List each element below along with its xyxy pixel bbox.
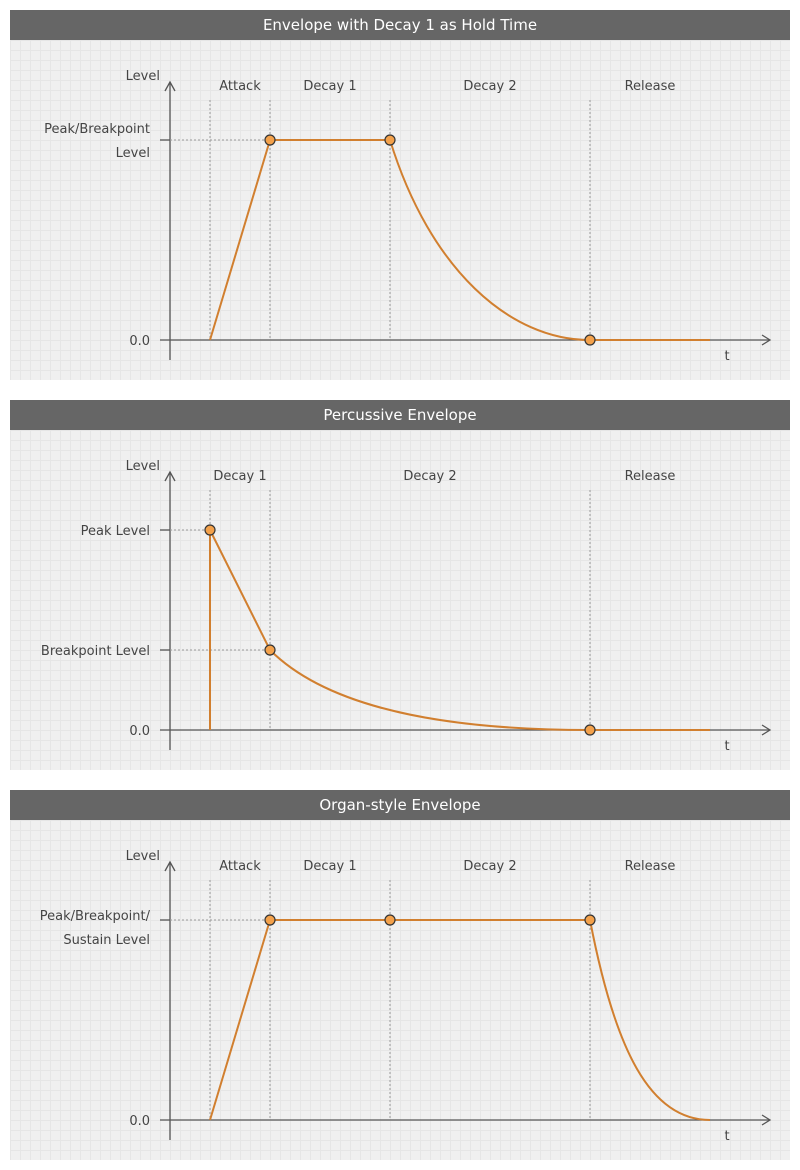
envelope-panel-hold: Envelope with Decay 1 as Hold Time Level…: [10, 10, 790, 380]
stage-label: Decay 1: [213, 469, 266, 484]
y-level-label: Peak/Breakpoint: [44, 122, 150, 137]
envelope-diagram: Level t Peak Level Breakpoint Level 0.0 …: [41, 459, 772, 754]
panel-title: Percussive Envelope: [10, 400, 790, 430]
stage-label: Release: [625, 859, 676, 874]
y-level-label: Level: [116, 146, 150, 161]
y-level-label: Peak/Breakpoint/: [40, 909, 151, 924]
x-axis-arrow: [761, 1114, 772, 1126]
stage-label: Attack: [219, 859, 261, 874]
panel-title: Organ-style Envelope: [10, 790, 790, 820]
x-axis-label: t: [724, 349, 729, 364]
stage-label: Attack: [219, 79, 261, 94]
y-axis-arrow: [164, 860, 176, 872]
release-start-node[interactable]: [584, 334, 596, 346]
peak-node[interactable]: [264, 134, 276, 146]
x-axis-label: t: [724, 739, 729, 754]
envelope-curve: [209, 139, 710, 341]
peak-node[interactable]: [204, 524, 216, 536]
breakpoint-node[interactable]: [264, 644, 276, 656]
x-axis-arrow: [761, 724, 772, 736]
y-level-label: 0.0: [129, 1114, 150, 1129]
peak-node[interactable]: [264, 914, 276, 926]
panel-title: Envelope with Decay 1 as Hold Time: [10, 10, 790, 40]
stage-label: Decay 2: [463, 79, 516, 94]
y-level-label: 0.0: [129, 334, 150, 349]
breakpoint-node[interactable]: [384, 914, 396, 926]
y-axis-arrow: [164, 470, 176, 482]
release-start-node[interactable]: [584, 724, 596, 736]
y-level-label: Peak Level: [81, 524, 150, 539]
y-level-label: Sustain Level: [63, 933, 150, 948]
release-start-node[interactable]: [584, 914, 596, 926]
y-axis-arrow: [164, 80, 176, 92]
breakpoint-node[interactable]: [384, 134, 396, 146]
y-axis-label: Level: [126, 849, 160, 864]
stage-label: Decay 2: [463, 859, 516, 874]
y-level-label: 0.0: [129, 724, 150, 739]
stage-label: Release: [625, 79, 676, 94]
envelope-diagram: Level t Peak/Breakpoint/ Sustain Level 0…: [40, 849, 772, 1144]
envelope-panel-organ: Organ-style Envelope Level t Peak/Breakp…: [10, 790, 790, 1160]
stage-label: Decay 1: [303, 79, 356, 94]
stage-label: Decay 2: [403, 469, 456, 484]
x-axis-arrow: [761, 334, 772, 346]
y-level-label: Breakpoint Level: [41, 644, 150, 659]
stage-label: Decay 1: [303, 859, 356, 874]
envelope-panel-percussive: Percussive Envelope Level t Peak Level B…: [10, 400, 790, 770]
y-axis-label: Level: [126, 459, 160, 474]
envelope-curve: [209, 919, 711, 1121]
stage-label: Release: [625, 469, 676, 484]
x-axis-label: t: [724, 1129, 729, 1144]
envelope-diagram: Level t Peak/Breakpoint Level 0.0 Attack…: [44, 69, 772, 364]
envelope-curve: [209, 529, 710, 731]
y-axis-label: Level: [126, 69, 160, 84]
